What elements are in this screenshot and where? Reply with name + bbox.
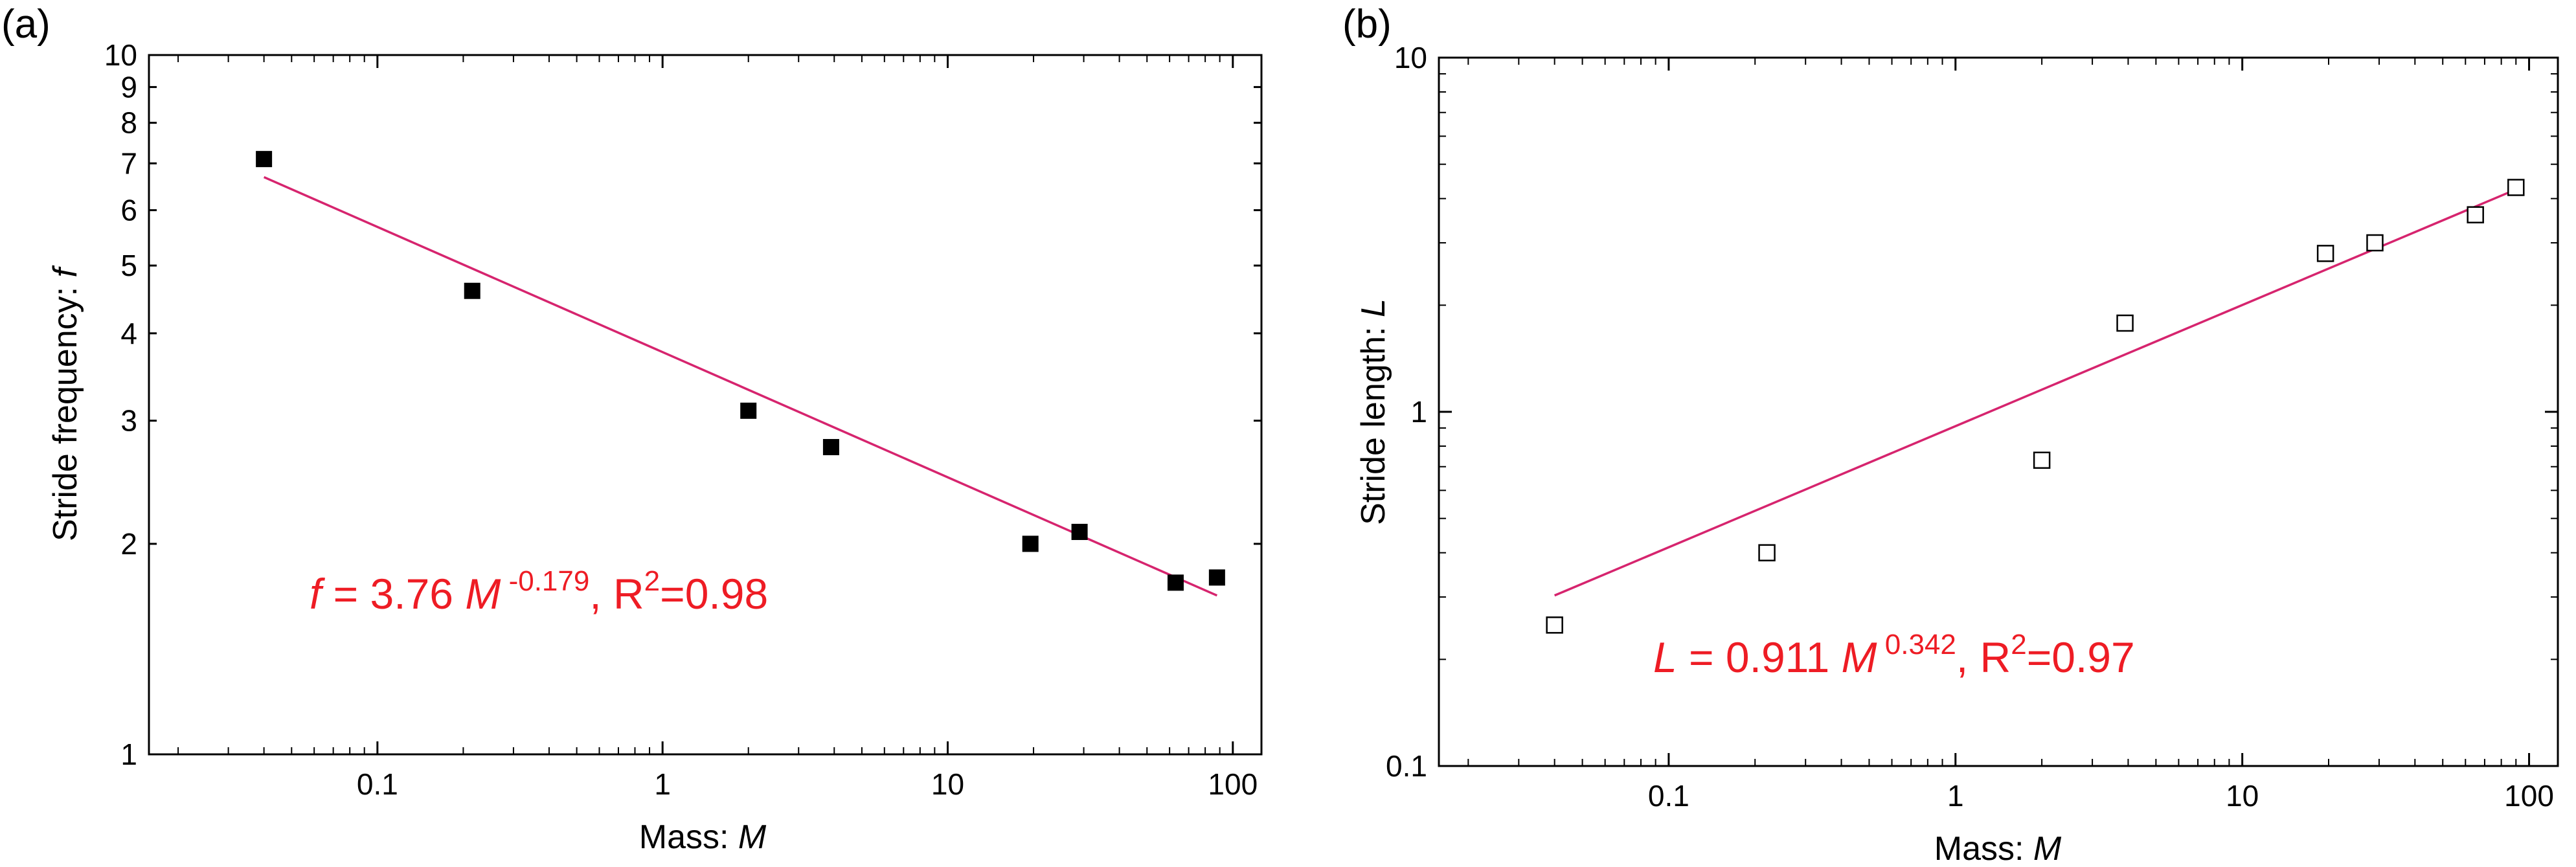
panel-b-data-point — [2366, 234, 2384, 252]
panel-a-y-tick-label: 7 — [120, 146, 137, 180]
panel-a-data-point — [256, 151, 273, 168]
panel-a-data-point — [464, 282, 480, 299]
panel-a-eq-r-value: =0.98 — [660, 570, 768, 618]
panel-a-data-point — [1167, 574, 1184, 591]
panel-a-y-tick-label: 3 — [120, 404, 137, 438]
panel-b-x-tick-label: 10 — [2226, 779, 2259, 813]
panel-b-y-axis-label-text: Stride length: — [1355, 317, 1392, 525]
panel-b-y-axis-label: Stride length: L — [1355, 298, 1392, 525]
panel-a-fit-layer — [263, 175, 1218, 597]
panel-a-plot-frame — [148, 54, 1263, 756]
panel-b-y-tick-label: 1 — [1410, 395, 1427, 429]
panel-a-eq-r-squared: 2 — [644, 565, 660, 597]
panel-a-data-point — [740, 402, 757, 419]
panel-a-data-point — [1022, 535, 1039, 552]
panel-a-data-point — [1071, 523, 1088, 540]
panel-b-x-axis-label-text: Mass: — [1934, 830, 2033, 867]
panel-a-data-point — [1208, 569, 1225, 586]
panel-b-eq-coef: = 0.911 — [1677, 633, 1842, 681]
panel-a-fit-line — [263, 175, 1218, 597]
panel-a-x-tick-label: 100 — [1208, 767, 1258, 801]
panel-a-x-axis-label: Mass: M — [639, 818, 767, 856]
panel-b-x-tick-label: 100 — [2504, 779, 2554, 813]
panel-a-eq-mass-var: M — [465, 570, 501, 618]
panel-a-y-tick-label: 9 — [120, 70, 137, 104]
panel-b-eq-var: L — [1653, 633, 1677, 681]
panel-b-x-tick-label: 1 — [1947, 779, 1964, 813]
panel-b-x-axis-label: Mass: M — [1934, 830, 2062, 867]
panel-a-label: (a) — [1, 2, 51, 47]
panel-b-data-point — [2116, 314, 2134, 332]
panel-b-data-point — [2033, 451, 2051, 469]
panel-b: (b) 0.1 1 10 100 0.1 1 10 Mass: M Stride lengt… — [1342, 2, 2559, 867]
panel-a-y-tick-label: 8 — [120, 106, 137, 140]
panel-b-y-tick-label: 10 — [1394, 41, 1427, 74]
panel-b-fit-layer — [1554, 188, 2516, 597]
panel-a-x-axis-label-text: Mass: — [639, 818, 738, 856]
panel-a-y-tick-label: 10 — [104, 38, 137, 72]
panel-b-ticks: 0.1 1 10 100 0.1 1 10 — [1386, 41, 2558, 813]
panel-a-x-tick-label: 0.1 — [357, 767, 398, 801]
panel-a-x-axis-label-var: M — [738, 818, 767, 856]
panel-a-y-tick-label: 2 — [120, 527, 137, 561]
panel-b-eq-r-value: =0.97 — [2027, 633, 2135, 681]
panel-a-x-tick-label: 10 — [931, 767, 964, 801]
panel-b-label: (b) — [1342, 2, 1392, 47]
panel-a-y-tick-label: 4 — [120, 317, 137, 350]
panel-a-y-tick-label: 6 — [120, 194, 137, 227]
panel-b-eq-mass-var: M — [1842, 633, 1877, 681]
panel-a-points — [256, 151, 1225, 591]
panel-a-data-point — [822, 439, 839, 456]
panel-b-data-point — [1758, 544, 1776, 561]
panel-b-x-axis-label-var: M — [2033, 830, 2062, 867]
panel-b-data-point — [1546, 616, 1563, 634]
panel-a-x-tick-label: 1 — [654, 767, 671, 801]
panel-b-data-point — [2507, 179, 2525, 196]
panel-a-eq-r: , R — [589, 570, 644, 618]
panel-a-eq-coef: = 3.76 — [321, 570, 465, 618]
panel-b-fit-line — [1554, 188, 2516, 597]
panel-b-eq-r: , R — [1956, 633, 2011, 681]
panel-a-y-tick-label: 1 — [120, 738, 137, 771]
panel-b-data-point — [2316, 245, 2334, 262]
panel-a-y-tick-label: 5 — [120, 249, 137, 282]
panel-a-eq-exponent: -0.179 — [501, 565, 589, 597]
panel-b-y-tick-label: 0.1 — [1386, 749, 1427, 783]
panel-a-y-axis-label-text: Stride frequency: — [47, 277, 84, 541]
panel-a-y-axis-label-var: f — [47, 265, 84, 277]
panel-b-points — [1546, 179, 2525, 634]
panel-b-data-point — [2467, 206, 2484, 223]
panel-b-eq-exponent: 0.342 — [1877, 629, 1956, 660]
panel-a-y-axis-label: Stride frequency: f — [47, 265, 84, 541]
panel-b-equation: L = 0.911 M 0.342, R2=0.97 — [1653, 629, 2135, 681]
panel-b-x-tick-label: 0.1 — [1648, 779, 1689, 813]
panel-a-equation: f = 3.76 M -0.179, R2=0.98 — [310, 565, 768, 618]
panel-b-eq-r-squared: 2 — [2011, 629, 2026, 660]
panel-b-y-axis-label-var: L — [1355, 298, 1392, 317]
